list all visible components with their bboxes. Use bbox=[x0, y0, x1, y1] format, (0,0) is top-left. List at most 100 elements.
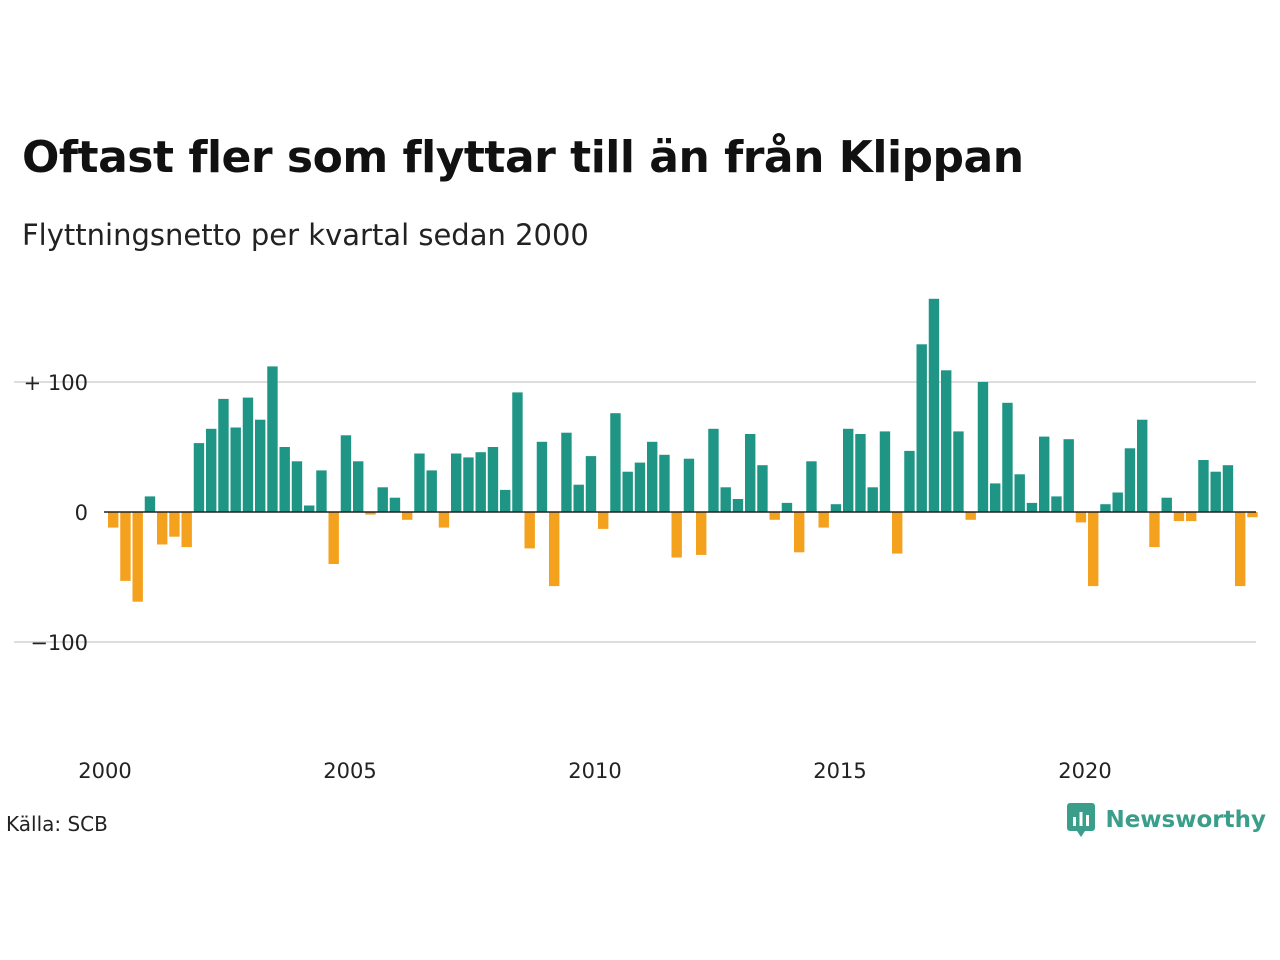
bar bbox=[132, 512, 143, 602]
x-tick-label: 2020 bbox=[1058, 759, 1111, 783]
bar bbox=[463, 457, 474, 512]
bar bbox=[708, 428, 719, 512]
bar bbox=[377, 487, 388, 512]
bar bbox=[916, 344, 927, 512]
brand-logo[interactable]: Newsworthy bbox=[1067, 803, 1266, 837]
bar bbox=[144, 496, 156, 512]
bar bbox=[855, 434, 866, 512]
bar bbox=[365, 512, 376, 515]
bar bbox=[1075, 512, 1087, 523]
brand-name: Newsworthy bbox=[1105, 807, 1266, 833]
bar bbox=[340, 435, 352, 512]
bar bbox=[1112, 492, 1123, 512]
bar bbox=[1088, 512, 1099, 587]
bar bbox=[732, 499, 744, 512]
newsworthy-logo-icon bbox=[1067, 803, 1096, 837]
bar bbox=[1014, 474, 1025, 512]
bar bbox=[108, 512, 119, 528]
bar bbox=[610, 413, 621, 512]
x-tick-label: 2015 bbox=[813, 759, 866, 783]
bar bbox=[879, 431, 891, 512]
bar bbox=[1161, 497, 1172, 512]
bar bbox=[218, 398, 229, 512]
bar bbox=[1026, 502, 1038, 512]
x-tick-label: 2010 bbox=[568, 759, 621, 783]
bar bbox=[487, 447, 499, 512]
y-tick-label: 0 bbox=[75, 501, 88, 525]
bar bbox=[928, 298, 940, 512]
bars bbox=[108, 298, 1258, 602]
bar bbox=[843, 428, 854, 512]
bar bbox=[1198, 460, 1209, 512]
bar bbox=[1235, 512, 1246, 587]
bar bbox=[671, 512, 682, 558]
bar bbox=[634, 462, 646, 512]
bar bbox=[304, 505, 315, 512]
bar bbox=[279, 447, 290, 512]
bar bbox=[316, 470, 327, 512]
bar bbox=[683, 458, 695, 512]
bar bbox=[794, 512, 805, 553]
bar bbox=[757, 465, 768, 512]
source-note: Källa: SCB bbox=[6, 812, 108, 836]
bar bbox=[990, 483, 1001, 512]
bar bbox=[1063, 439, 1074, 512]
bar bbox=[193, 443, 205, 512]
bar bbox=[475, 452, 486, 512]
bar bbox=[892, 512, 903, 554]
bar bbox=[598, 512, 609, 529]
bar bbox=[291, 461, 303, 512]
bar bbox=[206, 428, 217, 512]
bar bbox=[414, 453, 425, 512]
bar bbox=[524, 512, 535, 549]
bar-chart: −100 0 + 100 2000 2005 2010 2015 2020 bbox=[14, 298, 1258, 783]
bar bbox=[696, 512, 707, 555]
bar bbox=[769, 512, 780, 520]
bar bbox=[157, 512, 168, 545]
bar bbox=[1137, 419, 1148, 512]
bar bbox=[1210, 471, 1221, 512]
bar bbox=[818, 512, 829, 528]
x-tick-label: 2000 bbox=[78, 759, 131, 783]
bar bbox=[977, 382, 989, 512]
bar bbox=[328, 512, 339, 564]
bar bbox=[438, 512, 450, 528]
bar bbox=[561, 432, 572, 512]
bar bbox=[830, 504, 842, 512]
bar bbox=[549, 512, 560, 587]
bar bbox=[120, 512, 131, 581]
x-tick-label: 2005 bbox=[323, 759, 376, 783]
bar bbox=[1222, 465, 1234, 512]
bar bbox=[965, 512, 976, 520]
bar bbox=[1051, 496, 1062, 512]
bar bbox=[941, 370, 952, 512]
bar bbox=[230, 427, 241, 512]
bar bbox=[512, 392, 523, 512]
chart-title: Oftast fler som flyttar till än från Kli… bbox=[22, 132, 1024, 183]
bar bbox=[267, 366, 278, 512]
bar bbox=[1247, 512, 1258, 518]
bar bbox=[745, 434, 756, 512]
bar bbox=[1002, 402, 1013, 512]
axes: −100 0 + 100 2000 2005 2010 2015 2020 bbox=[24, 371, 1256, 783]
bar bbox=[353, 461, 364, 512]
gridlines bbox=[14, 381, 1256, 643]
bar bbox=[451, 453, 462, 512]
bar bbox=[953, 431, 964, 512]
bar bbox=[242, 397, 254, 512]
bar bbox=[255, 419, 266, 512]
bar bbox=[867, 487, 878, 512]
bar bbox=[573, 484, 584, 512]
bar bbox=[720, 487, 731, 512]
bar bbox=[585, 456, 597, 512]
bar bbox=[659, 454, 670, 512]
bar bbox=[904, 450, 915, 512]
bar bbox=[181, 512, 192, 548]
bar bbox=[1173, 512, 1185, 522]
bar bbox=[781, 502, 793, 512]
bar bbox=[1124, 448, 1136, 512]
bar bbox=[402, 512, 413, 520]
bar bbox=[1039, 436, 1050, 512]
bar bbox=[426, 470, 437, 512]
bar bbox=[1100, 504, 1111, 512]
